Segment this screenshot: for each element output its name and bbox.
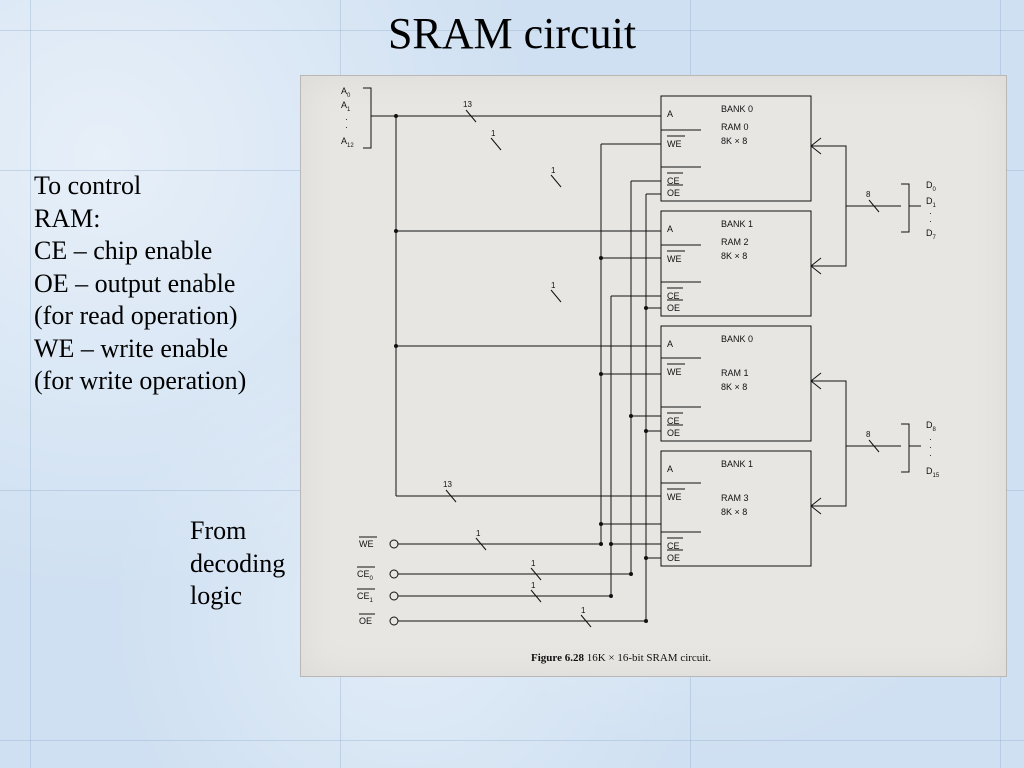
- body-l7: (for write operation): [34, 365, 246, 398]
- svg-text:OE: OE: [667, 303, 680, 313]
- diagram-panel: A0 A1 ·· A12 13 13 WE CE0 CE1 OE 1 1 1 1…: [300, 75, 1007, 677]
- svg-text:A: A: [667, 339, 673, 349]
- svg-text:D15: D15: [926, 466, 940, 479]
- svg-text:OE: OE: [359, 616, 372, 626]
- from-l3: logic: [190, 580, 285, 613]
- from-l1: From: [190, 515, 285, 548]
- svg-text:A12: A12: [341, 136, 354, 149]
- body-l3: CE – chip enable: [34, 235, 246, 268]
- svg-text:WE: WE: [667, 139, 682, 149]
- svg-text:1: 1: [491, 129, 496, 138]
- svg-text:WE: WE: [667, 367, 682, 377]
- svg-text:RAM 1: RAM 1: [721, 368, 749, 378]
- svg-text:8K × 8: 8K × 8: [721, 382, 747, 392]
- svg-text:CE0: CE0: [357, 569, 374, 582]
- svg-text:WE: WE: [667, 254, 682, 264]
- svg-text:8K × 8: 8K × 8: [721, 136, 747, 146]
- svg-text:1: 1: [476, 529, 481, 538]
- body-l1: To control: [34, 170, 246, 203]
- svg-text:1: 1: [531, 581, 536, 590]
- svg-text:OE: OE: [667, 428, 680, 438]
- svg-text:·: ·: [345, 122, 348, 132]
- from-text: From decoding logic: [190, 515, 285, 613]
- svg-text:8: 8: [866, 430, 871, 439]
- svg-text:OE: OE: [667, 553, 680, 563]
- svg-text:OE: OE: [667, 188, 680, 198]
- from-l2: decoding: [190, 548, 285, 581]
- svg-text:8K × 8: 8K × 8: [721, 507, 747, 517]
- svg-text:D8: D8: [926, 420, 937, 433]
- svg-text:8: 8: [866, 190, 871, 199]
- svg-text:A0: A0: [341, 86, 351, 99]
- svg-text:BANK 1: BANK 1: [721, 459, 753, 469]
- control-text: To control RAM: CE – chip enable OE – ou…: [34, 170, 246, 398]
- body-l6: WE – write enable: [34, 333, 246, 366]
- svg-text:WE: WE: [667, 492, 682, 502]
- svg-text:·: ·: [929, 450, 932, 460]
- svg-text:RAM 3: RAM 3: [721, 493, 749, 503]
- svg-text:RAM 2: RAM 2: [721, 237, 749, 247]
- svg-text:BANK 0: BANK 0: [721, 104, 753, 114]
- svg-text:A1: A1: [341, 100, 351, 113]
- svg-text:1: 1: [531, 559, 536, 568]
- svg-text:BANK 0: BANK 0: [721, 334, 753, 344]
- svg-text:A: A: [667, 464, 673, 474]
- body-l5: (for read operation): [34, 300, 246, 333]
- svg-text:13: 13: [463, 100, 472, 109]
- sram-diagram: A0 A1 ·· A12 13 13 WE CE0 CE1 OE 1 1 1 1…: [301, 76, 1006, 676]
- svg-text:WE: WE: [359, 539, 374, 549]
- svg-text:A: A: [667, 224, 673, 234]
- svg-text:·: ·: [929, 216, 932, 226]
- body-l4: OE – output enable: [34, 268, 246, 301]
- svg-text:8K × 8: 8K × 8: [721, 251, 747, 261]
- svg-text:CE1: CE1: [357, 591, 374, 604]
- body-l2: RAM:: [34, 203, 246, 236]
- svg-text:13: 13: [443, 480, 452, 489]
- svg-text:1: 1: [551, 281, 556, 290]
- slide-title: SRAM circuit: [0, 8, 1024, 59]
- svg-text:D0: D0: [926, 180, 937, 193]
- svg-text:D7: D7: [926, 228, 937, 241]
- svg-text:RAM 0: RAM 0: [721, 122, 749, 132]
- svg-text:1: 1: [551, 166, 556, 175]
- svg-text:BANK 1: BANK 1: [721, 219, 753, 229]
- svg-text:1: 1: [581, 606, 586, 615]
- svg-text:A: A: [667, 109, 673, 119]
- svg-text:Figure 6.28 16K × 16-bit SRA: Figure 6.28 16K × 16-bit SRAM circuit.: [531, 652, 711, 664]
